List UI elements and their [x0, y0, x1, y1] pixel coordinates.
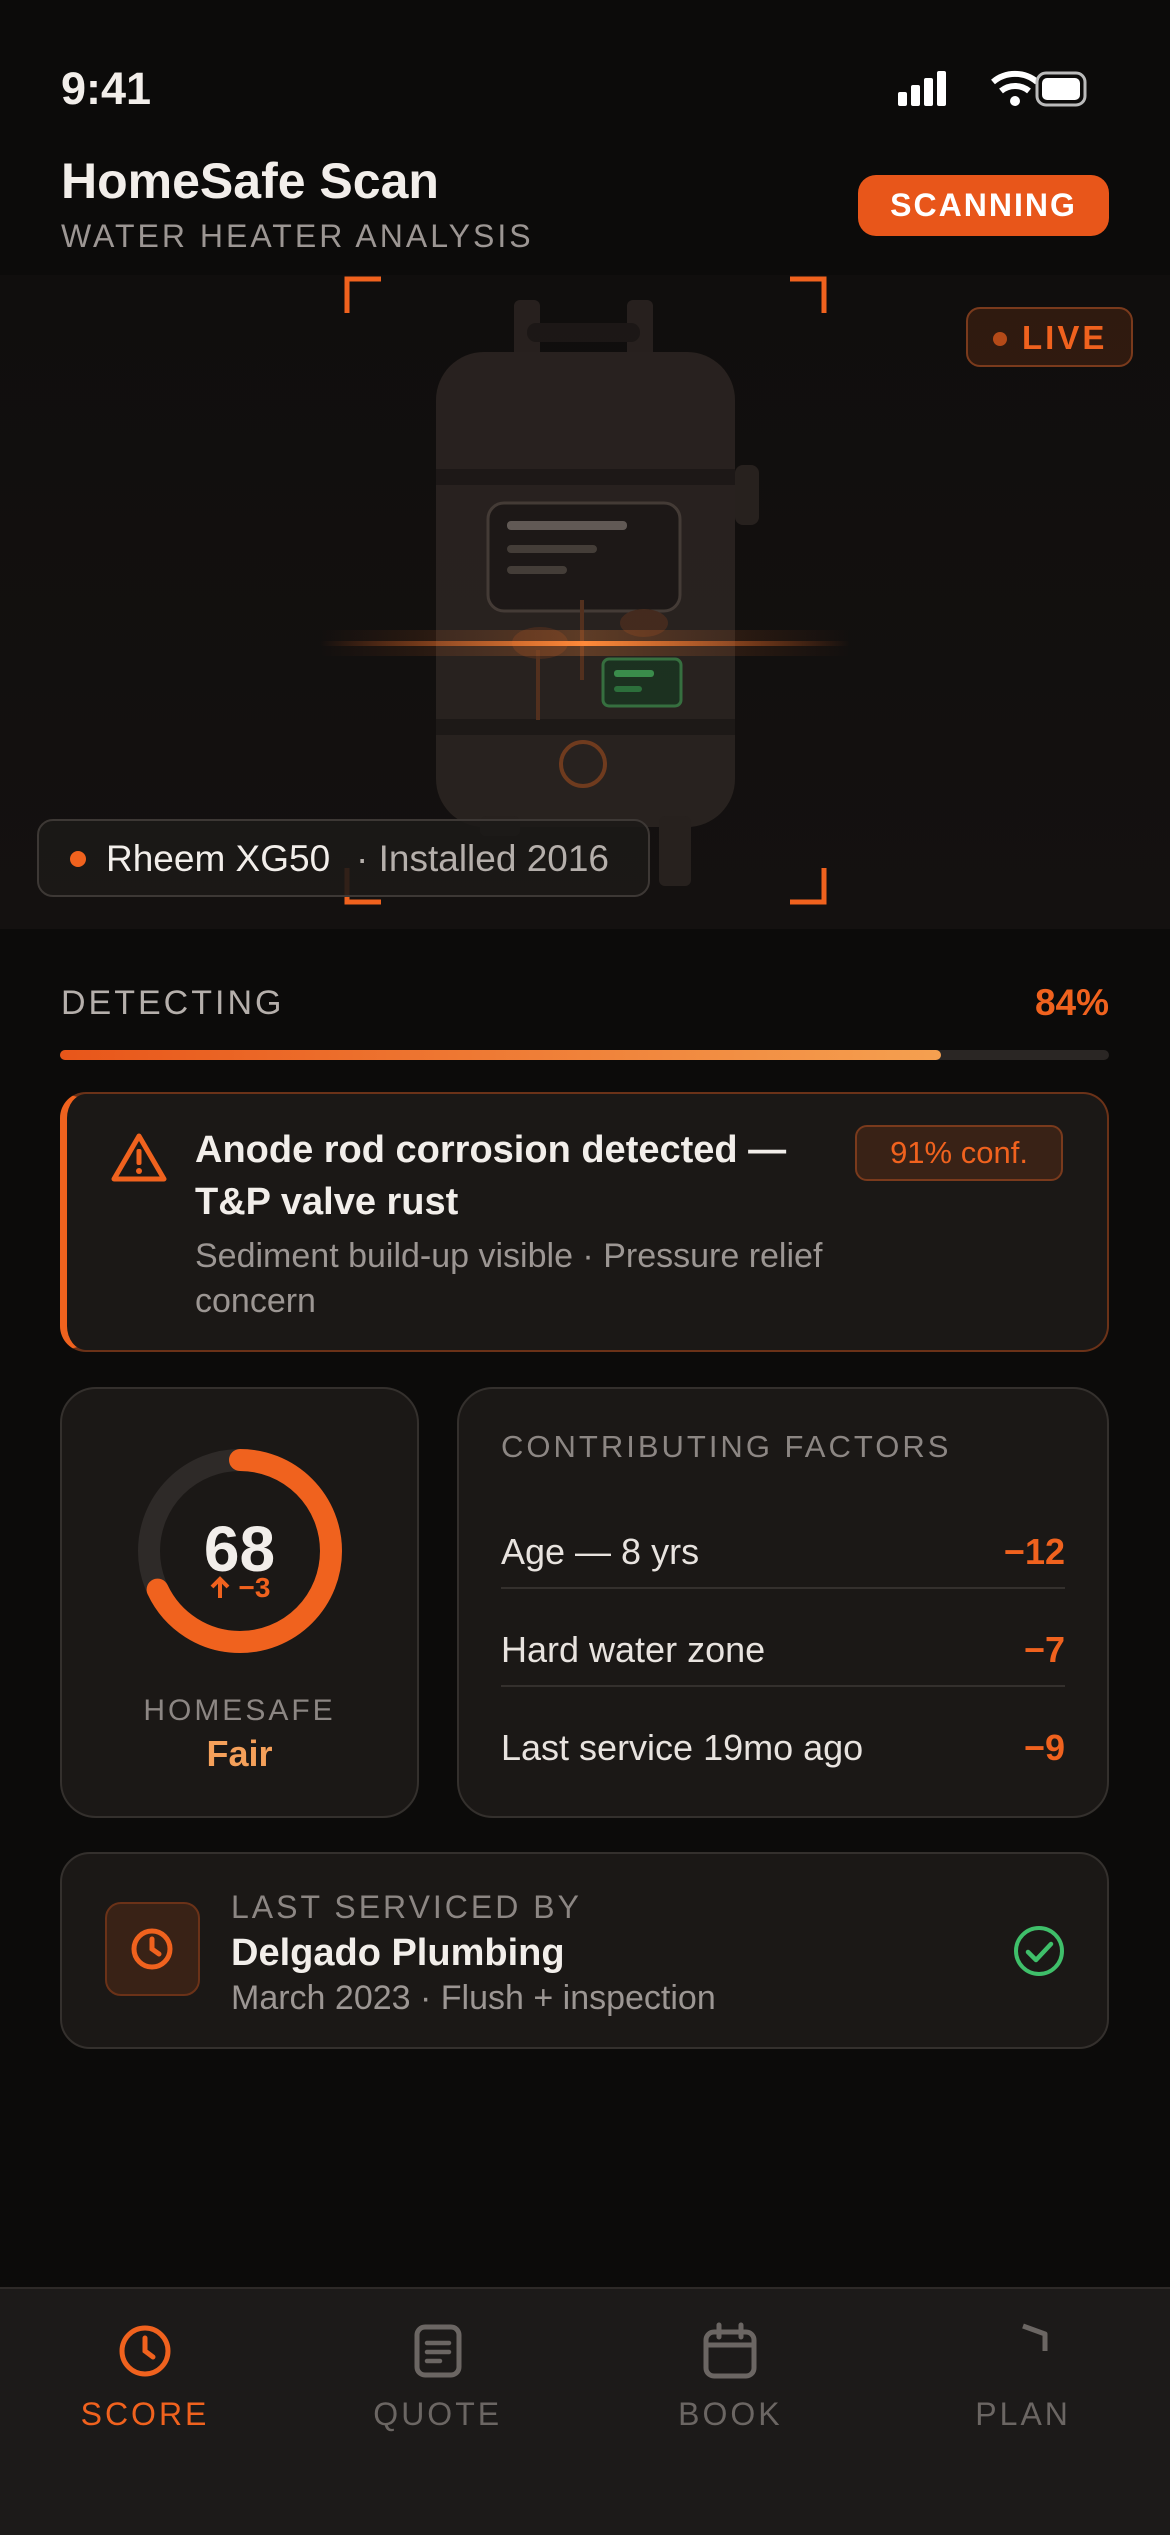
verified-icon	[1014, 1926, 1064, 1976]
clock-icon	[131, 1928, 173, 1970]
factor-divider	[501, 1685, 1065, 1687]
factor-divider	[501, 1587, 1065, 1589]
scanning-button[interactable]: SCANNING	[858, 175, 1109, 236]
confidence-badge: 91% conf.	[855, 1125, 1063, 1181]
tab-item[interactable]: BOOK	[620, 2289, 840, 2469]
device-detail: · Installed 2016	[356, 838, 610, 879]
alert-description: Sediment build-up visible · Pressure rel…	[195, 1237, 823, 1320]
warning-icon	[111, 1133, 167, 1182]
score-ring	[138, 1449, 342, 1653]
device-model: Rheem XG50	[106, 838, 331, 879]
status-time: 9:41	[61, 63, 152, 114]
service-detail: March 2023 · Flush + inspection	[231, 1979, 716, 2017]
tab-icon	[414, 2324, 462, 2378]
up-arrow	[210, 1576, 229, 1598]
service-icon-box	[105, 1902, 200, 1996]
live-label: LIVE	[1022, 319, 1108, 356]
factor-impact: −12	[1003, 1531, 1065, 1572]
score-value: 68	[203, 1513, 276, 1585]
service-card[interactable]: LAST SERVICED BY Delgado Plumbing March …	[60, 1852, 1109, 2049]
tab-icon	[119, 2325, 171, 2377]
score-rating: Fair	[206, 1733, 273, 1774]
factor-label: Age — 8 yrs	[501, 1531, 700, 1572]
app-subtitle: WATER HEATER ANALYSIS	[61, 218, 534, 254]
service-heading: LAST SERVICED BY	[231, 1889, 582, 1925]
factors-card: CONTRIBUTING FACTORS Age — 8 yrs −12 Hard …	[457, 1387, 1109, 1818]
score-change: −3	[62, 1571, 417, 1605]
tab-label: SCORE	[80, 2396, 210, 2432]
score-ring-arc	[138, 1449, 342, 1653]
live-dot	[993, 332, 1007, 346]
service-provider: Delgado Plumbing	[231, 1932, 565, 1974]
factor-impact: −9	[1023, 1727, 1065, 1768]
progress-fill	[60, 1050, 942, 1060]
tab-bar: SCORE QUOTE BOOK PLAN	[0, 2287, 1170, 2535]
status-icons	[898, 70, 1087, 107]
alert-card[interactable]: Anode rod corrosion detected — T&P valve…	[60, 1092, 1109, 1352]
tab-label: QUOTE	[373, 2396, 503, 2432]
tab-label: BOOK	[678, 2396, 783, 2432]
tab-item[interactable]: SCORE	[35, 2289, 255, 2469]
progress-track	[60, 1050, 1109, 1060]
progress-label: DETECTING	[61, 984, 285, 1022]
factor-label: Hard water zone	[501, 1629, 766, 1670]
tab-icon	[703, 2322, 757, 2379]
factors-title: CONTRIBUTING FACTORS	[501, 1429, 952, 1464]
score-card[interactable]: 68 −3 HOMESAFE Fair	[60, 1387, 419, 1818]
tab-label: PLAN	[975, 2396, 1071, 2432]
factor-label: Last service 19mo ago	[501, 1727, 864, 1768]
factor-impact: −7	[1023, 1629, 1065, 1670]
device-pill: Rheem XG50 · Installed 2016	[37, 819, 650, 897]
alert-title: Anode rod corrosion detected — T&P valve…	[195, 1129, 787, 1223]
score-label: HOMESAFE	[143, 1694, 336, 1727]
tab-item[interactable]: QUOTE	[328, 2289, 548, 2469]
app-title: HomeSafe Scan	[61, 153, 439, 209]
tab-item[interactable]: PLAN	[913, 2289, 1133, 2469]
score-change-value: −3	[238, 1572, 271, 1603]
water-heater	[436, 300, 759, 886]
scan-line	[320, 641, 850, 646]
device-dot	[70, 851, 86, 867]
tab-icon	[1022, 2323, 1048, 2351]
progress-value: 84%	[1034, 982, 1109, 1023]
live-badge: LIVE	[966, 307, 1133, 367]
